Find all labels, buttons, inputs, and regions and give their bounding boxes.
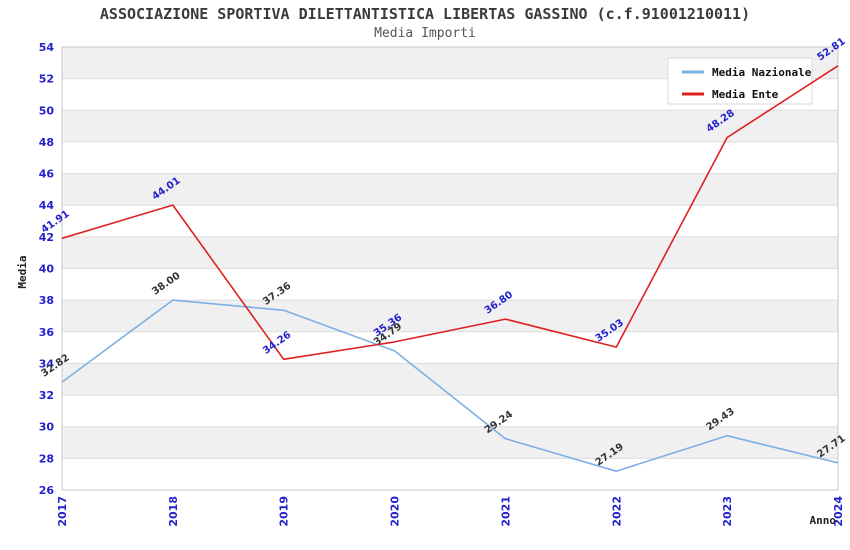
legend-label-media-ente: Media Ente <box>712 88 779 101</box>
x-tick-label: 2024 <box>832 496 845 527</box>
data-label: 38.00 <box>150 270 182 297</box>
y-tick-label: 40 <box>39 263 55 276</box>
legend-box <box>667 57 813 105</box>
legend-label-media-nazionale: Media Nazionale <box>712 66 812 79</box>
plot-border <box>61 46 839 491</box>
band <box>62 110 838 142</box>
y-axis-title: Media <box>16 255 29 288</box>
chart-subtitle: Media Importi <box>374 26 476 41</box>
y-tick-label: 54 <box>39 41 55 54</box>
x-tick-label: 2021 <box>499 496 512 527</box>
band <box>62 426 838 459</box>
x-tick-label: 2022 <box>610 496 623 527</box>
band <box>62 236 838 269</box>
series-line-media-nazionale <box>61 299 839 473</box>
plot-background: 26 28 30 32 34 36 38 40 42 44 46 48 50 52 54 2017 2018 20… <box>39 41 845 527</box>
y-tick-label: 36 <box>39 326 55 339</box>
x-axis-title: Anno <box>810 514 837 527</box>
y-tick-label: 26 <box>39 484 55 497</box>
y-tick-label: 46 <box>39 168 55 181</box>
y-tick-label: 48 <box>39 136 54 149</box>
y-tick-label: 32 <box>39 389 54 402</box>
band <box>62 363 838 396</box>
band <box>62 173 838 206</box>
y-tick-label: 42 <box>39 231 54 244</box>
series-line-media-ente <box>61 65 839 361</box>
y-tick-label: 50 <box>39 104 55 117</box>
x-tick-label: 2020 <box>389 496 402 527</box>
y-tick-label: 30 <box>39 421 55 434</box>
y-tick-label: 52 <box>39 73 54 86</box>
x-tick-label: 2018 <box>167 496 180 527</box>
y-tick-label: 28 <box>39 452 54 465</box>
data-label: 41.91 <box>39 209 71 236</box>
x-tick-label: 2023 <box>721 496 734 527</box>
x-tick-label: 2019 <box>278 496 291 527</box>
band <box>62 300 838 332</box>
y-tick-label: 34 <box>39 357 55 370</box>
y-tick-label: 44 <box>39 199 55 212</box>
x-tick-label: 2017 <box>56 496 69 527</box>
y-tick-label: 38 <box>39 294 54 307</box>
legend: Media Nazionale Media Ente <box>667 57 813 105</box>
chart-title: ASSOCIAZIONE SPORTIVA DILETTANTISTICA LI… <box>99 5 751 23</box>
